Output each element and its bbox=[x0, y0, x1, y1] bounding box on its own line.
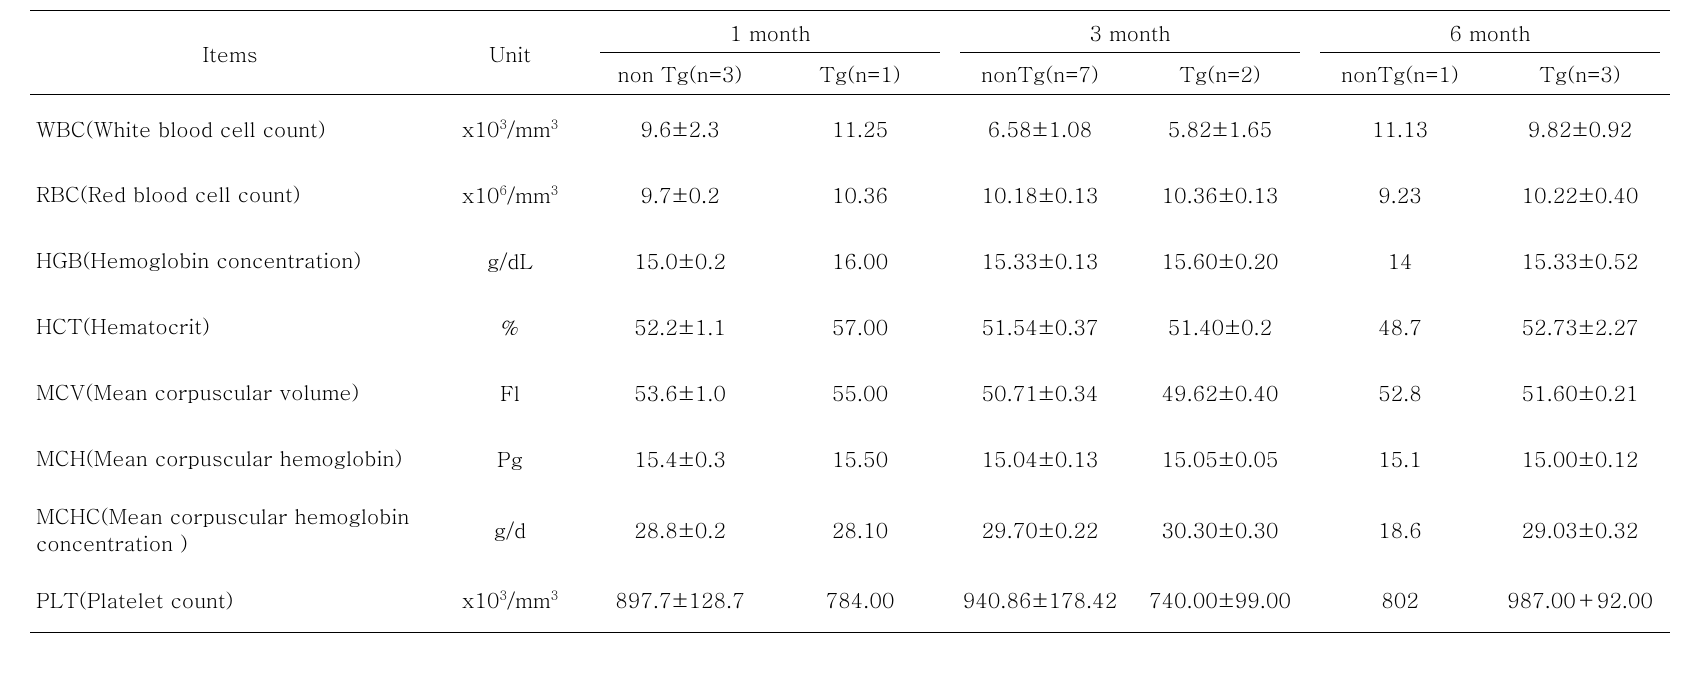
cell-value: 5.82±1.65 bbox=[1130, 95, 1310, 161]
cell-unit: Fl bbox=[430, 359, 590, 425]
cell-unit: Pg bbox=[430, 425, 590, 491]
cell-value: 10.36 bbox=[770, 161, 950, 227]
table-row: HGB(Hemoglobin concentration)g/dL15.0±0.… bbox=[30, 227, 1670, 293]
hematology-table: Items Unit 1 month 3 month 6 month non T… bbox=[30, 10, 1670, 633]
cell-value: 15.1 bbox=[1310, 425, 1490, 491]
table-row: MCV(Mean corpuscular volume)Fl53.6±1.055… bbox=[30, 359, 1670, 425]
cell-value: 53.6±1.0 bbox=[590, 359, 770, 425]
cell-item: HCT(Hematocrit) bbox=[30, 293, 430, 359]
cell-item: PLT(Platelet count) bbox=[30, 567, 430, 633]
cell-value: 51.54±0.37 bbox=[950, 293, 1130, 359]
cell-value: 18.6 bbox=[1310, 491, 1490, 567]
cell-value: 29.70±0.22 bbox=[950, 491, 1130, 567]
cell-value: 57.00 bbox=[770, 293, 950, 359]
cell-item: HGB(Hemoglobin concentration) bbox=[30, 227, 430, 293]
cell-value: 14 bbox=[1310, 227, 1490, 293]
cell-value: 15.60±0.20 bbox=[1130, 227, 1310, 293]
cell-value: 52.2±1.1 bbox=[590, 293, 770, 359]
cell-value: 9.6±2.3 bbox=[590, 95, 770, 161]
table-row: PLT(Platelet count)x103/mm3897.7±128.778… bbox=[30, 567, 1670, 633]
cell-item: WBC(White blood cell count) bbox=[30, 95, 430, 161]
cell-value: 30.30±0.30 bbox=[1130, 491, 1310, 567]
cell-value: 10.22±0.40 bbox=[1490, 161, 1670, 227]
table-body: WBC(White blood cell count)x103/mm39.6±2… bbox=[30, 95, 1670, 633]
cell-value: 9.23 bbox=[1310, 161, 1490, 227]
cell-unit: g/dL bbox=[430, 227, 590, 293]
col-sub-1m-nontg: non Tg(n=3) bbox=[590, 53, 770, 95]
cell-unit: x103/mm3 bbox=[430, 567, 590, 633]
cell-value: 29.03±0.32 bbox=[1490, 491, 1670, 567]
cell-value: 16.00 bbox=[770, 227, 950, 293]
cell-value: 49.62±0.40 bbox=[1130, 359, 1310, 425]
col-group-6month: 6 month bbox=[1310, 11, 1670, 53]
cell-item: MCV(Mean corpuscular volume) bbox=[30, 359, 430, 425]
cell-value: 940.86±178.42 bbox=[950, 567, 1130, 633]
cell-value: 9.7±0.2 bbox=[590, 161, 770, 227]
col-header-unit: Unit bbox=[430, 11, 590, 95]
col-group-label: 3 month bbox=[1089, 17, 1170, 47]
col-group-label: 1 month bbox=[729, 17, 810, 47]
table-row: WBC(White blood cell count)x103/mm39.6±2… bbox=[30, 95, 1670, 161]
cell-value: 897.7±128.7 bbox=[590, 567, 770, 633]
cell-value: 52.73±2.27 bbox=[1490, 293, 1670, 359]
cell-value: 11.13 bbox=[1310, 95, 1490, 161]
cell-value: 11.25 bbox=[770, 95, 950, 161]
cell-value: 50.71±0.34 bbox=[950, 359, 1130, 425]
col-group-label: 6 month bbox=[1449, 17, 1530, 47]
col-header-items: Items bbox=[30, 11, 430, 95]
col-sub-1m-tg: Tg(n=1) bbox=[770, 53, 950, 95]
cell-value: 6.58±1.08 bbox=[950, 95, 1130, 161]
cell-value: 15.33±0.52 bbox=[1490, 227, 1670, 293]
cell-unit: x103/mm3 bbox=[430, 95, 590, 161]
col-sub-3m-tg: Tg(n=2) bbox=[1130, 53, 1310, 95]
cell-value: 15.4±0.3 bbox=[590, 425, 770, 491]
table-row: MCHC(Mean corpuscular hemoglobin concent… bbox=[30, 491, 1670, 567]
cell-value: 802 bbox=[1310, 567, 1490, 633]
cell-value: 28.8±0.2 bbox=[590, 491, 770, 567]
cell-value: 52.8 bbox=[1310, 359, 1490, 425]
cell-item: MCH(Mean corpuscular hemoglobin) bbox=[30, 425, 430, 491]
cell-value: 10.36±0.13 bbox=[1130, 161, 1310, 227]
col-sub-6m-tg: Tg(n=3) bbox=[1490, 53, 1670, 95]
cell-value: 15.0±0.2 bbox=[590, 227, 770, 293]
cell-value: 15.04±0.13 bbox=[950, 425, 1130, 491]
cell-value: 740.00±99.00 bbox=[1130, 567, 1310, 633]
cell-value: 48.7 bbox=[1310, 293, 1490, 359]
cell-item: RBC(Red blood cell count) bbox=[30, 161, 430, 227]
col-group-1month: 1 month bbox=[590, 11, 950, 53]
cell-value: 987.00＋92.00 bbox=[1490, 567, 1670, 633]
cell-value: 51.60±0.21 bbox=[1490, 359, 1670, 425]
cell-value: 15.05±0.05 bbox=[1130, 425, 1310, 491]
cell-item: MCHC(Mean corpuscular hemoglobin concent… bbox=[30, 491, 430, 567]
table-row: MCH(Mean corpuscular hemoglobin)Pg15.4±0… bbox=[30, 425, 1670, 491]
table-row: RBC(Red blood cell count)x106/mm39.7±0.2… bbox=[30, 161, 1670, 227]
cell-value: 55.00 bbox=[770, 359, 950, 425]
cell-value: 784.00 bbox=[770, 567, 950, 633]
col-sub-3m-nontg: nonTg(n=7) bbox=[950, 53, 1130, 95]
col-group-3month: 3 month bbox=[950, 11, 1310, 53]
col-sub-6m-nontg: nonTg(n=1) bbox=[1310, 53, 1490, 95]
cell-value: 10.18±0.13 bbox=[950, 161, 1130, 227]
cell-value: 28.10 bbox=[770, 491, 950, 567]
table-row: HCT(Hematocrit)%52.2±1.157.0051.54±0.375… bbox=[30, 293, 1670, 359]
cell-value: 15.50 bbox=[770, 425, 950, 491]
cell-unit: % bbox=[430, 293, 590, 359]
cell-unit: g/d bbox=[430, 491, 590, 567]
cell-unit: x106/mm3 bbox=[430, 161, 590, 227]
cell-value: 51.40±0.2 bbox=[1130, 293, 1310, 359]
cell-value: 15.00±0.12 bbox=[1490, 425, 1670, 491]
cell-value: 15.33±0.13 bbox=[950, 227, 1130, 293]
cell-value: 9.82±0.92 bbox=[1490, 95, 1670, 161]
